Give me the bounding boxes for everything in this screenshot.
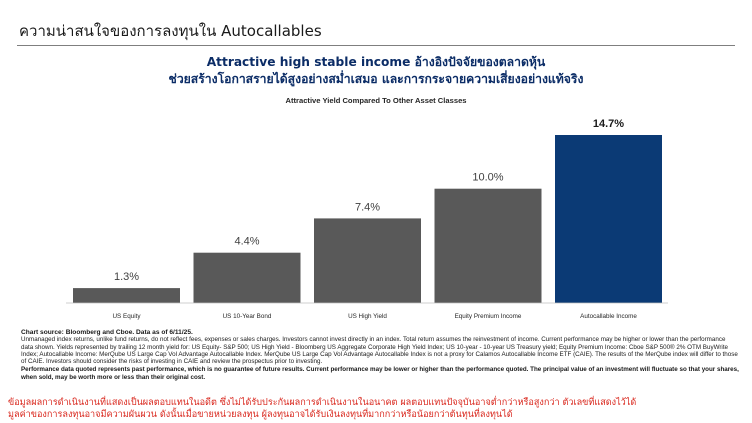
category-label-autocallable-income: Autocallable Income (580, 313, 637, 320)
value-label-autocallable-income: 14.7% (593, 118, 624, 130)
headline-line-1: Attractive high stable income อ้างอิงปัจ… (206, 55, 546, 69)
index-notes: Unmanaged index returns, unlike fund ret… (21, 336, 738, 366)
category-label-equity-premium-income: Equity Premium Income (455, 313, 522, 320)
chart-title: Attractive Yield Compared To Other Asset… (285, 96, 467, 105)
chart-source: Chart source: Bloomberg and Cboe. Data a… (21, 329, 193, 336)
thai-disclaimer: ข้อมูลผลการดำเนินงานที่แสดงเป็นผลตอบแทนใ… (8, 398, 748, 421)
headline-line-2: ช่วยสร้างโอกาสรายได้สูงอย่างสม่ำเสมอ และ… (168, 72, 584, 86)
bar-autocallable-income (555, 135, 662, 303)
value-label-equity-premium-income: 10.0% (472, 172, 503, 184)
category-label-us-10-year-bond: US 10-Year Bond (223, 313, 272, 320)
bar-us-10-year-bond (193, 252, 301, 303)
chart-notes: Chart source: Bloomberg and Cboe. Data a… (21, 329, 739, 381)
category-labels-layer: US Equity US 10-Year Bond US High Yield Equ… (113, 313, 638, 320)
bar-us-high-yield (314, 218, 421, 303)
bar-chart: 1.3% 4.4% 7.4% 10.0% 14.7% US Equity US 10-Ye… (66, 118, 668, 320)
title-divider (17, 45, 735, 46)
bars-layer (73, 135, 662, 303)
bar-us-equity (73, 288, 180, 303)
value-label-us-equity: 1.3% (114, 271, 139, 283)
category-label-us-equity: US Equity (113, 313, 142, 320)
value-labels-layer: 1.3% 4.4% 7.4% 10.0% 14.7% (114, 118, 624, 283)
disclaimer-line-2: มูลค่าของการลงทุนอาจมีความผันผวน ดังนั้น… (8, 409, 513, 420)
bar-equity-premium-income (434, 188, 542, 303)
disclaimer-line-1: ข้อมูลผลการดำเนินงานที่แสดงเป็นผลตอบแทนใ… (8, 398, 637, 408)
value-label-us-high-yield: 7.4% (355, 201, 380, 213)
slide-title: ความน่าสนใจของการลงทุนใน Autocallables (19, 22, 322, 40)
performance-note: Performance data quoted represents past … (21, 366, 739, 381)
value-label-us-10-year-bond: 4.4% (234, 236, 259, 248)
category-label-us-high-yield: US High Yield (348, 313, 387, 320)
